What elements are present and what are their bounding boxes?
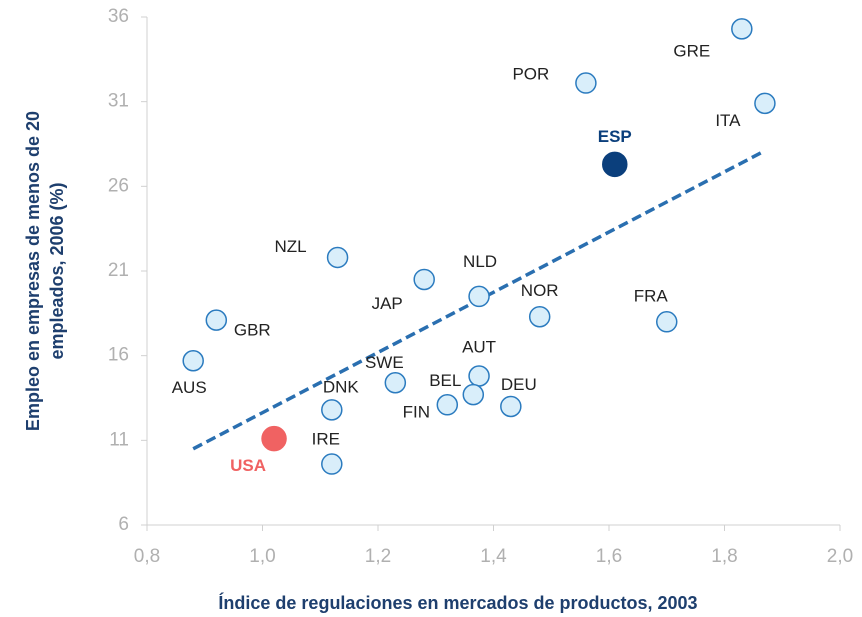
point [528, 305, 551, 328]
point [602, 151, 628, 178]
y-tick-label: 36 [108, 6, 129, 27]
point [754, 92, 776, 115]
x-tick-label: 1,6 [596, 546, 622, 567]
point-label: JAP [372, 294, 403, 313]
point-label: FIN [403, 402, 430, 421]
y-axis-title-line: Empleo en empresas de menos de 20 [23, 111, 43, 431]
point [468, 365, 490, 387]
point [261, 425, 287, 452]
point-label: AUS [172, 378, 207, 397]
point [575, 72, 597, 94]
x-tick-label: 1,0 [249, 546, 275, 567]
y-tick-label: 6 [118, 514, 129, 535]
point-label: NLD [463, 252, 497, 271]
point-label: IRE [312, 430, 340, 449]
point [321, 453, 343, 475]
point-label: NOR [521, 281, 559, 300]
point-label: GRE [673, 41, 710, 60]
y-tick-label: 31 [108, 91, 129, 112]
point-label: DEU [501, 375, 537, 394]
point-label: NZL [275, 237, 307, 256]
point-label: GBR [234, 321, 271, 340]
x-tick-label: 2,0 [827, 546, 853, 567]
point [468, 285, 490, 308]
y-tick-label: 21 [108, 260, 129, 281]
point [500, 395, 522, 418]
point [731, 18, 753, 40]
point [436, 394, 459, 416]
point-label: BEL [429, 371, 461, 390]
point-label: FRA [634, 286, 669, 305]
point [413, 268, 435, 291]
y-tick-label: 16 [108, 345, 129, 366]
x-tick-label: 1,2 [365, 546, 391, 567]
x-tick-label: 0,8 [134, 546, 160, 567]
y-axis-title-line: empleados, 2006 (%) [47, 182, 67, 359]
y-tick-label: 11 [109, 429, 129, 450]
y-axis-title: Empleo en empresas de menos de 20 emplea… [23, 111, 67, 431]
point [205, 309, 228, 331]
y-tick-label: 26 [108, 175, 129, 196]
point [321, 399, 343, 421]
point [182, 349, 204, 372]
x-tick-label: 1,8 [711, 546, 737, 567]
point-label: USA [230, 456, 266, 475]
point [326, 246, 349, 269]
point [656, 311, 678, 333]
point-label: ESP [598, 127, 632, 146]
point [384, 372, 407, 394]
x-axis-title: Índice de regulaciones en mercados de pr… [218, 592, 697, 613]
point [462, 383, 485, 406]
point-label: DNK [323, 377, 360, 396]
point-label: AUT [462, 337, 496, 356]
point-label: POR [512, 65, 549, 84]
point-label: SWE [365, 353, 404, 372]
x-tick-label: 1,4 [480, 546, 507, 567]
point-label: ITA [715, 111, 741, 130]
